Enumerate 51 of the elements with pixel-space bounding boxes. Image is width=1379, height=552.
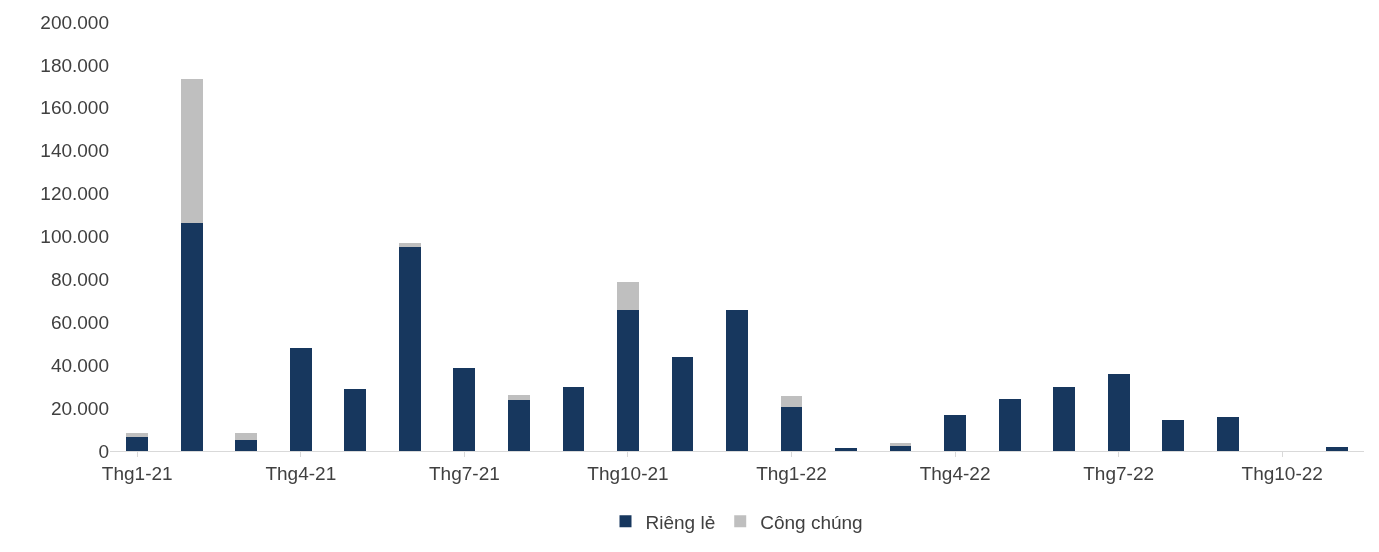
bar — [780, 406, 803, 451]
bar — [998, 398, 1021, 451]
y-tick-label: 180.000 — [40, 54, 109, 76]
y-tick-label: 0 — [98, 440, 109, 462]
bar — [889, 443, 912, 447]
x-tick-label: Thg10-22 — [1241, 462, 1323, 484]
bar — [726, 309, 748, 451]
bar — [398, 243, 421, 248]
x-tick-label: Thg7-22 — [1083, 462, 1155, 484]
x-tick-label: Thg10-21 — [587, 462, 669, 484]
bar — [289, 348, 312, 451]
bar — [126, 433, 149, 438]
x-tick-label: Thg1-22 — [756, 462, 827, 484]
y-tick-label: 40.000 — [50, 354, 109, 376]
bar — [1053, 386, 1076, 451]
x-tick-label: Thg4-22 — [919, 462, 991, 484]
bar — [1216, 417, 1239, 451]
x-tick-label: Thg1-21 — [101, 462, 173, 484]
bar — [1162, 420, 1185, 451]
bar — [780, 395, 803, 407]
bar — [180, 79, 203, 223]
bar — [835, 448, 857, 451]
bar — [1325, 447, 1348, 451]
y-tick-label: 200.000 — [40, 11, 109, 33]
bar — [398, 247, 421, 451]
bar — [889, 446, 912, 451]
y-tick-label: 140.000 — [40, 140, 109, 162]
bar — [508, 399, 530, 451]
bar — [1107, 373, 1130, 451]
bar — [944, 415, 966, 451]
bar — [344, 388, 367, 451]
bar — [617, 309, 639, 451]
y-tick-label: 100.000 — [40, 226, 109, 248]
bar — [562, 386, 585, 451]
bar — [508, 394, 530, 400]
legend-label: Riêng lẻ — [645, 511, 716, 533]
bar — [453, 367, 476, 451]
y-tick-label: 20.000 — [50, 397, 109, 419]
bar — [235, 433, 258, 441]
bar — [126, 437, 149, 451]
bar — [617, 281, 639, 310]
bar — [671, 357, 694, 451]
y-tick-label: 160.000 — [40, 97, 109, 119]
x-tick-label: Thg4-21 — [265, 462, 337, 484]
bar — [180, 222, 203, 451]
bar — [235, 440, 258, 451]
y-tick-label: 80.000 — [50, 269, 109, 291]
y-tick-label: 120.000 — [40, 183, 109, 205]
x-tick-label: Thg7-21 — [429, 462, 500, 484]
y-tick-label: 60.000 — [50, 311, 109, 333]
legend-label: Công chúng — [760, 511, 863, 533]
